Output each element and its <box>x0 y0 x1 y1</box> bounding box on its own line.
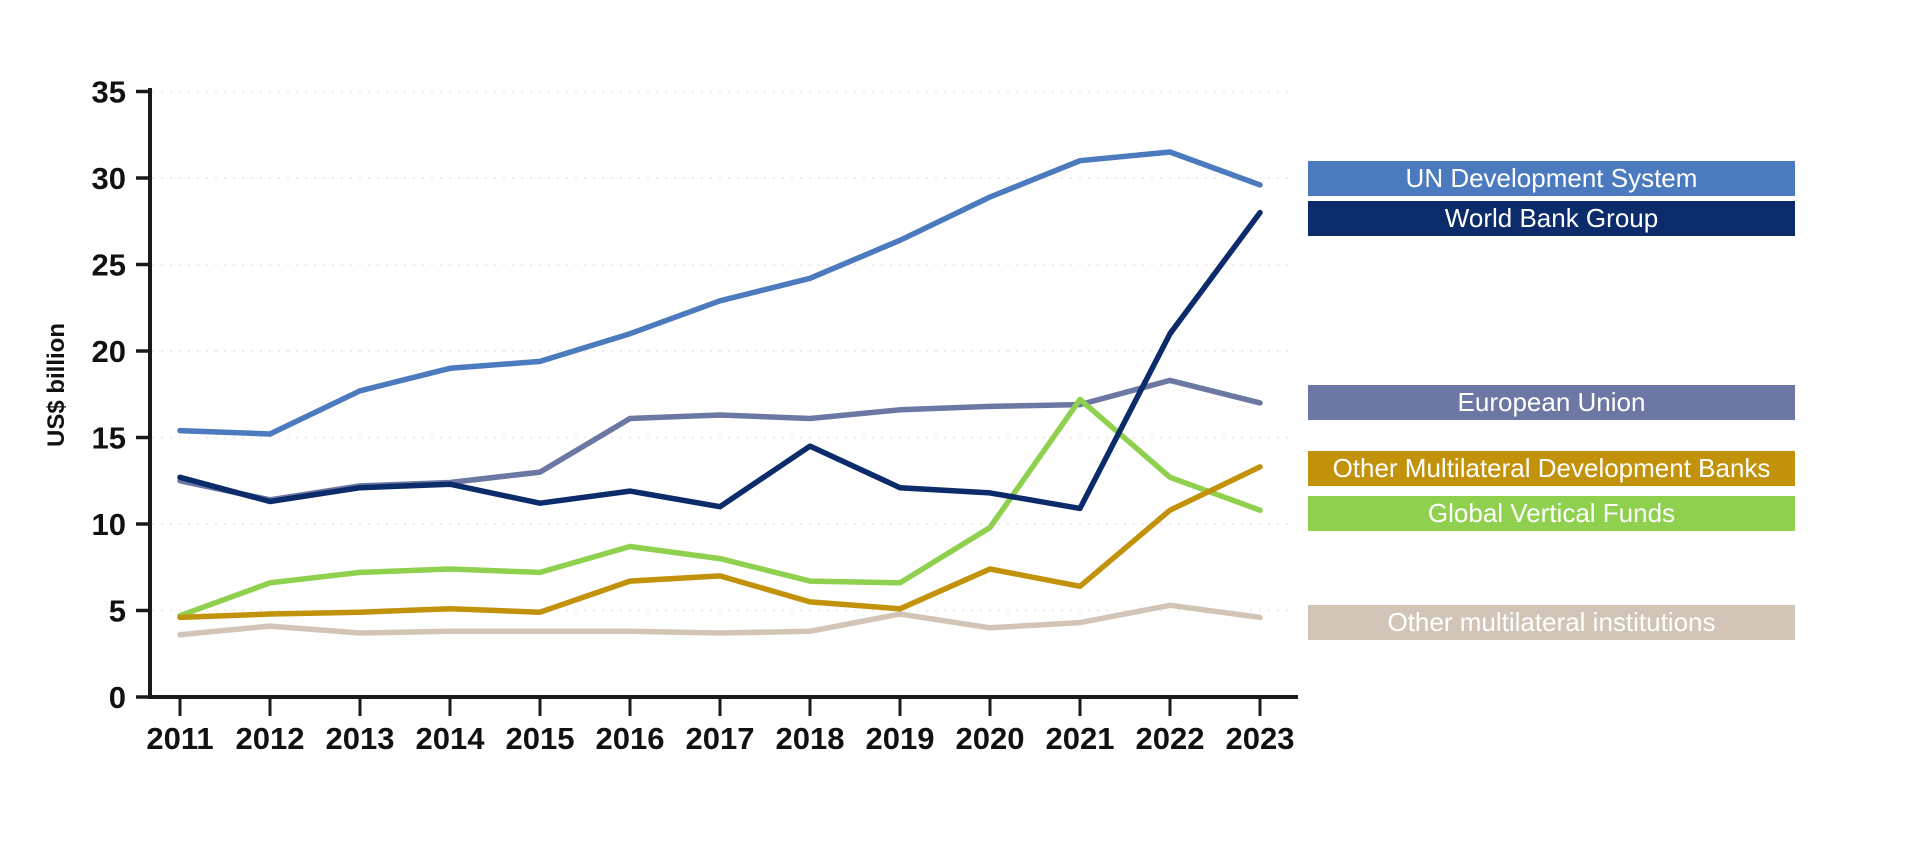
x-tick-label-2021: 2021 <box>1046 721 1115 756</box>
y-tick-label-35: 35 <box>92 75 126 110</box>
x-tick-label-2013: 2013 <box>326 721 395 756</box>
x-tick-label-2015: 2015 <box>506 721 575 756</box>
y-axis-title: US$ billion <box>43 323 70 448</box>
series-line-other-multilateral-institutions <box>177 602 1263 638</box>
legend-item-european-union: European Union <box>1308 385 1795 420</box>
legend-item-world-bank-group: World Bank Group <box>1308 201 1795 236</box>
x-tick-label-2020: 2020 <box>956 721 1025 756</box>
legend-item-global-vertical-funds: Global Vertical Funds <box>1308 496 1795 531</box>
y-tick-label-15: 15 <box>92 421 126 456</box>
x-tick-label-2016: 2016 <box>596 721 665 756</box>
y-tick-label-5: 5 <box>109 594 126 629</box>
series-line-global-vertical-funds <box>177 396 1263 619</box>
y-tick-label-25: 25 <box>92 248 126 283</box>
x-tick-label-2012: 2012 <box>236 721 305 756</box>
x-tick-label-2018: 2018 <box>776 721 845 756</box>
x-tick-label-2022: 2022 <box>1136 721 1205 756</box>
x-tick-label-2017: 2017 <box>686 721 755 756</box>
series-line-world-bank-group <box>177 209 1263 512</box>
legend-item-un-development-system: UN Development System <box>1308 161 1795 196</box>
series-line-other-multilateral-development-banks <box>177 464 1263 621</box>
legend-item-other-multilateral-institutions: Other multilateral institutions <box>1308 605 1795 640</box>
legend-item-other-multilateral-development-banks: Other Multilateral Development Banks <box>1308 451 1795 486</box>
x-tick-label-2014: 2014 <box>416 721 486 756</box>
y-tick-label-10: 10 <box>92 507 126 542</box>
y-tick-label-20: 20 <box>92 334 126 369</box>
x-tick-label-2023: 2023 <box>1226 721 1295 756</box>
y-tick-label-0: 0 <box>109 680 126 715</box>
series-line-un-development-system <box>177 149 1263 437</box>
x-tick-label-2011: 2011 <box>146 721 213 756</box>
x-tick-label-2019: 2019 <box>866 721 935 756</box>
y-tick-label-30: 30 <box>92 161 126 196</box>
